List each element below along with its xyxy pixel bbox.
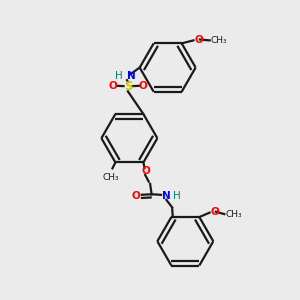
Text: O: O xyxy=(139,81,148,91)
Text: N: N xyxy=(162,191,171,201)
Text: H: H xyxy=(173,191,181,201)
Text: CH₃: CH₃ xyxy=(225,210,242,219)
Text: O: O xyxy=(210,207,219,217)
Text: O: O xyxy=(194,34,203,44)
Text: O: O xyxy=(108,81,117,91)
Text: O: O xyxy=(142,166,151,176)
Text: CH₃: CH₃ xyxy=(103,173,119,182)
Text: H: H xyxy=(115,71,123,81)
Text: N: N xyxy=(127,71,136,81)
Text: CH₃: CH₃ xyxy=(211,36,227,45)
Text: S: S xyxy=(124,80,132,93)
Text: O: O xyxy=(131,191,140,201)
